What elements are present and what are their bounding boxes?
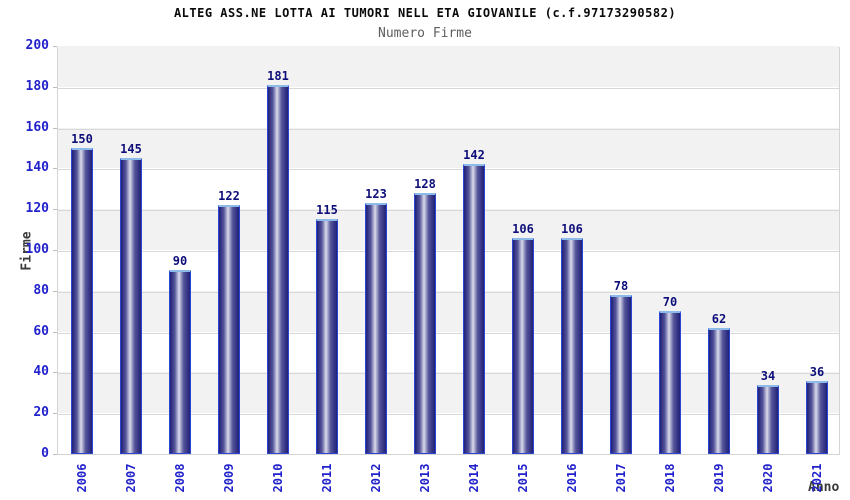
y-tick-mark	[53, 46, 57, 47]
bar-value-label: 106	[512, 222, 534, 236]
y-tick-label: 140	[25, 160, 49, 176]
bar-value-label: 62	[711, 312, 727, 326]
bar-value-label: 34	[760, 369, 776, 383]
bar-value-label: 150	[71, 132, 93, 146]
x-tick-label: 2019	[711, 463, 726, 493]
bar-2007	[120, 158, 142, 454]
bar-2013	[414, 193, 436, 454]
bar-value-label: 128	[414, 177, 436, 191]
gridline	[58, 251, 839, 252]
y-tick-mark	[53, 331, 57, 333]
bar-2020	[757, 385, 779, 454]
y-tick-label: 20	[33, 405, 49, 421]
bar-value-label: 78	[613, 279, 629, 293]
gridline	[58, 169, 839, 171]
y-tick-label: 120	[25, 201, 49, 217]
x-tick-label: 2018	[662, 463, 677, 493]
y-tick-label: 0	[41, 446, 49, 461]
bar-value-label: 115	[316, 203, 338, 217]
bar-value-label: 145	[120, 142, 142, 156]
x-tick-label: 2007	[124, 463, 139, 493]
x-tick-label: 2010	[271, 463, 286, 493]
y-tick-mark	[53, 127, 57, 129]
x-tick-label: 2012	[369, 463, 384, 493]
x-axis-title: Anno	[808, 480, 840, 495]
x-tick-label: 2013	[418, 463, 433, 493]
x-tick-label: 2011	[320, 463, 335, 493]
bar-2018	[659, 311, 681, 454]
bar-2012	[365, 203, 387, 454]
bar-value-label: 181	[267, 69, 289, 83]
bar-2008	[169, 270, 191, 454]
y-tick-mark	[53, 413, 57, 415]
bar-value-label: 123	[365, 187, 387, 201]
x-tick-label: 2008	[173, 463, 188, 493]
grid-band	[58, 209, 839, 250]
gridline	[58, 414, 839, 416]
y-tick-mark	[53, 454, 57, 455]
y-tick-mark	[53, 290, 57, 292]
bar-value-label: 122	[218, 189, 240, 203]
x-tick-label: 2014	[466, 463, 481, 493]
x-tick-label: 2020	[760, 463, 775, 493]
chart-title: ALTEG ASS.NE LOTTA AI TUMORI NELL ETA GI…	[173, 6, 677, 20]
bar-2015	[512, 238, 534, 454]
y-tick-mark	[53, 209, 57, 211]
bar-value-label: 106	[561, 222, 583, 236]
gridline	[58, 87, 839, 89]
grid-band	[58, 46, 839, 87]
y-tick-mark	[53, 250, 57, 251]
gridline	[58, 373, 839, 375]
plot-area: 150 145 90 122 181 115 123 128 142 106 106 78 70 62 34…	[57, 46, 840, 455]
bar-2010	[267, 85, 289, 454]
bar-2011	[316, 219, 338, 454]
y-tick-label: 200	[25, 38, 49, 53]
bar-value-label: 90	[172, 254, 188, 268]
bar-2019	[708, 328, 730, 454]
bar-value-label: 36	[809, 365, 825, 379]
y-tick-label: 160	[25, 119, 49, 135]
y-tick-label: 100	[25, 242, 49, 257]
bar-value-label: 70	[662, 295, 678, 309]
x-tick-label: 2009	[222, 463, 237, 493]
gridline	[58, 332, 839, 334]
chart-subtitle: Numero Firme	[378, 26, 472, 41]
gridline	[58, 291, 839, 293]
bar-value-label: 142	[463, 148, 485, 162]
x-tick-label: 2021	[809, 463, 824, 493]
y-tick-mark	[53, 86, 57, 88]
bar-2021	[806, 381, 828, 454]
y-tick-label: 80	[33, 282, 49, 298]
bar-2006	[71, 148, 93, 454]
x-tick-label: 2017	[613, 463, 628, 493]
gridline	[58, 128, 839, 130]
x-tick-label: 2015	[515, 463, 530, 493]
bar-2014	[463, 164, 485, 454]
bar-2016	[561, 238, 583, 454]
bar-2017	[610, 295, 632, 454]
y-tick-mark	[53, 372, 57, 374]
bar-2009	[218, 205, 240, 454]
y-tick-label: 60	[33, 323, 49, 339]
x-tick-label: 2016	[564, 463, 579, 493]
grid-band	[58, 127, 839, 169]
x-tick-label: 2006	[75, 463, 90, 493]
y-tick-label: 40	[33, 364, 49, 380]
y-tick-mark	[53, 168, 57, 170]
gridline	[58, 210, 839, 212]
y-tick-label: 180	[25, 78, 49, 94]
